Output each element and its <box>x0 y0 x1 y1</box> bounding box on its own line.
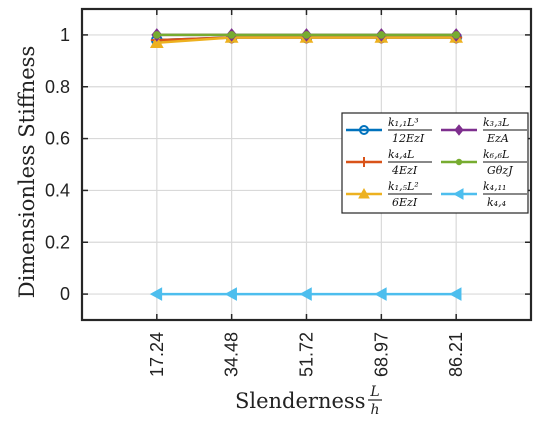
data-point <box>452 31 460 39</box>
y-tick-label: 0.6 <box>45 129 70 149</box>
legend-item: k₁,₅L² 6EzI <box>346 180 432 209</box>
legend-label-numerator: k₁,₁L³ <box>388 116 419 129</box>
data-point <box>153 31 161 39</box>
data-point <box>452 188 464 200</box>
data-point <box>358 187 370 199</box>
x-axis-title: Slenderness <box>235 389 365 413</box>
x-axis-title-group: Slenderness L h <box>235 384 382 418</box>
legend-label-numerator: k₄,₄L <box>388 148 414 161</box>
legend-label-denominator: 4EzI <box>391 164 418 177</box>
legend-item: k₄,₄L 4EzI <box>346 148 432 177</box>
data-point <box>227 31 236 39</box>
y-axis-title: Dimensionless Stiffness <box>15 46 39 298</box>
legend-item: k₃,₃L EzA <box>441 116 527 145</box>
legend-item: k₁,₁L³ 12EzI <box>346 116 432 145</box>
x-tick-label: 86.21 <box>446 332 466 377</box>
legend-label-denominator: EzA <box>486 132 509 145</box>
data-point <box>149 287 163 301</box>
data-point <box>454 124 464 136</box>
data-point <box>299 287 312 301</box>
data-point <box>224 287 237 301</box>
data-point <box>359 157 369 167</box>
x-tick-label: 17.24 <box>147 332 167 377</box>
series <box>153 31 460 39</box>
legend-label-denominator: 6EzI <box>392 196 418 209</box>
legend-label-denominator: k₄,₄ <box>487 196 506 209</box>
y-tick-label: 0.4 <box>45 180 70 200</box>
legend-label-denominator: 12EzI <box>392 132 425 145</box>
y-tick-label: 1 <box>60 25 70 45</box>
y-tick-label: 0 <box>60 284 70 304</box>
legend-label-numerator: k₃,₃L <box>483 116 509 129</box>
legend-item: k₆,₆L GθzJ <box>441 148 527 177</box>
y-tick-label: 0.2 <box>45 232 70 252</box>
data-point <box>374 287 387 301</box>
y-tick-label: 0.8 <box>45 77 70 97</box>
x-axis-title-fraction-denominator: h <box>370 402 379 418</box>
data-point <box>302 31 311 39</box>
x-tick-label: 68.97 <box>371 332 391 377</box>
data-point <box>359 125 369 135</box>
series <box>149 287 462 301</box>
x-tick-label: 34.48 <box>222 332 242 377</box>
legend-item: k₄,₁₁ k₄,₄ <box>441 180 527 209</box>
axis-ticks: 0 0.2 0.4 0.6 0.8 1 17.24 34.48 51.72 68.97 86.21 <box>45 9 531 377</box>
legend-label-numerator: k₆,₆L <box>483 148 509 161</box>
x-axis-title-fraction-numerator: L <box>369 384 379 400</box>
series-layer <box>149 28 464 301</box>
data-point <box>455 158 463 166</box>
data-point <box>449 287 462 301</box>
legend-label-denominator: GθzJ <box>487 164 513 177</box>
legend-label-numerator: k₁,₅L² <box>388 180 419 193</box>
legend: k₁,₁L³ 12EzI k₄,₄L 4EzI k₁,₅L² 6EzI k₃,₃L EzA k₆… <box>341 112 529 214</box>
data-point <box>149 35 164 48</box>
x-tick-label: 51.72 <box>296 332 316 377</box>
data-point <box>377 31 386 39</box>
legend-label-numerator: k₄,₁₁ <box>483 180 506 193</box>
